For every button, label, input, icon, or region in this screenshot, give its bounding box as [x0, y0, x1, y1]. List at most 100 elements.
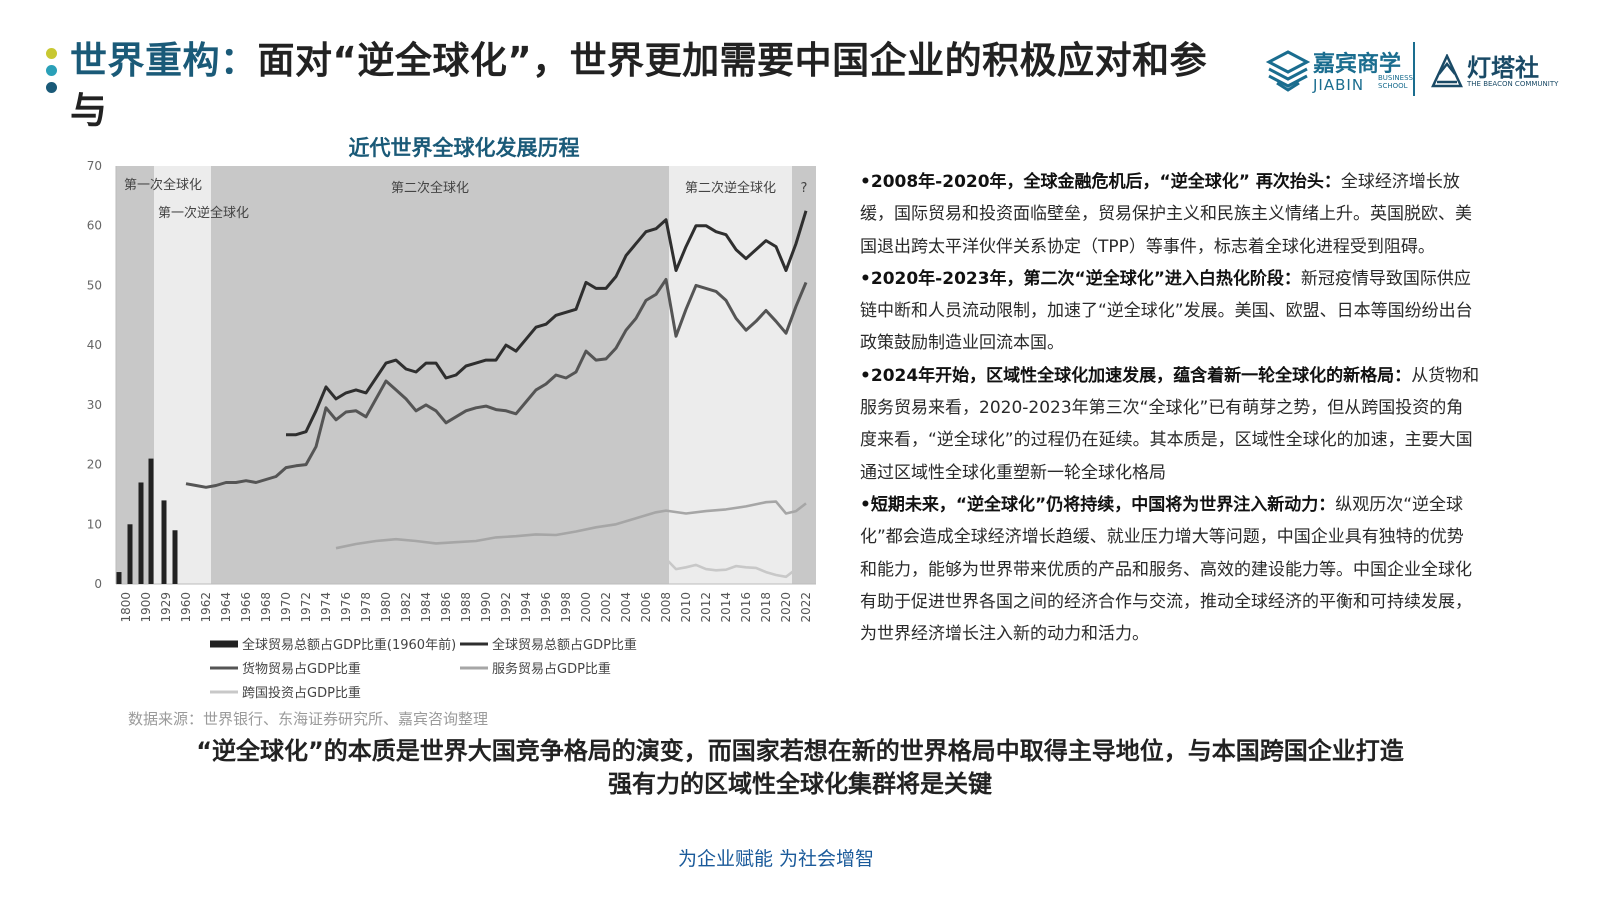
series-line: [286, 210, 808, 437]
conclusion-line-1: “逆全球化”的本质是世界大国竞争格局的演变，而国家若想在新的世界格局中取得主导地…: [196, 737, 1404, 765]
era-band: [116, 166, 154, 584]
x-tick-label: 1964: [219, 592, 233, 623]
bar-pre-1960: [116, 572, 122, 584]
data-source-note: 数据来源：世界银行、东海证券研究所、嘉宾咨询整理: [128, 710, 489, 728]
bar-pre-1960: [161, 500, 167, 584]
x-tick-label: 1972: [299, 592, 313, 623]
x-tick-label: 1980: [379, 592, 393, 623]
era-label: 第一次全球化: [124, 177, 202, 193]
conclusion-line-2: 强有力的区域性全球化集群将是关键: [608, 770, 992, 798]
x-tick-label: 1968: [259, 592, 273, 623]
x-tick-label: 1800: [119, 592, 133, 623]
page-title: 世界重构：面对“逆全球化”，世界更加需要中国企业的积极应对和参与: [70, 36, 1240, 136]
chart-title: 近代世界全球化发展历程: [348, 136, 580, 160]
x-tick-label: 2002: [599, 592, 613, 623]
x-tick-label: 1990: [479, 592, 493, 623]
series-line: [185, 278, 808, 489]
page-title-highlight: 世界重构：: [70, 39, 258, 82]
bullet-heading: •2024年开始，区域性全球化加速发展，蕴含着新一轮全球化的新格局：: [860, 365, 1412, 386]
jiabin-logo-sub2-a: BUSINESS: [1378, 74, 1413, 82]
x-tick-label: 2004: [619, 592, 633, 623]
bullet-item: •2008年-2020年，全球金融危机后，“逆全球化” 再次抬头：全球经济增长放…: [860, 166, 1480, 263]
y-tick-label: 40: [87, 338, 102, 352]
dot-navy: [46, 82, 57, 93]
bullet-item: •2020年-2023年，第二次“逆全球化”进入白热化阶段：新冠疫情导致国际供应…: [860, 263, 1480, 360]
bullet-heading: •短期未来，“逆全球化”仍将持续，中国将为世界注入新动力：: [860, 494, 1336, 515]
bullet-item: •2024年开始，区域性全球化加速发展，蕴含着新一轮全球化的新格局：从货物和服务…: [860, 360, 1480, 489]
x-tick-label: 1962: [199, 592, 213, 623]
footer-slogan: 为企业赋能 为社会增智: [677, 848, 875, 870]
x-tick-label: 2006: [639, 592, 653, 623]
jiabin-logo: 嘉宾商学 JIABIN BUSINESS SCHOOL: [1265, 44, 1415, 98]
x-tick-label: 2012: [699, 592, 713, 623]
lighthouse-logo-icon: [1431, 54, 1463, 88]
x-tick-label: 1970: [279, 592, 293, 623]
analysis-bullets: •2008年-2020年，全球金融危机后，“逆全球化” 再次抬头：全球经济增长放…: [860, 166, 1480, 650]
bullet-heading: •2020年-2023年，第二次“逆全球化”进入白热化阶段：: [860, 268, 1301, 289]
dot-yellow: [46, 48, 57, 59]
bullet-body: 全球经济增长放缓，国际贸易和投资面临壁垒，贸易保护主义和民族主义情绪上升。英国脱…: [860, 172, 1472, 257]
logo-area: 嘉宾商学 JIABIN BUSINESS SCHOOL 灯塔社 THE BEACO…: [1265, 40, 1565, 100]
x-tick-label: 1998: [559, 592, 573, 623]
beacon-logo: 灯塔社 THE BEACON COMMUNITY: [1431, 48, 1581, 98]
x-tick-label: 1976: [339, 592, 353, 623]
x-tick-label: 1974: [319, 592, 333, 623]
x-tick-label: 2020: [779, 592, 793, 623]
dot-cyan: [46, 65, 57, 76]
legend-label: 全球贸易总额占GDP比重: [492, 637, 637, 653]
beacon-logo-sub: THE BEACON COMMUNITY: [1467, 80, 1559, 88]
bar-pre-1960: [148, 458, 154, 584]
jiabin-logo-name: 嘉宾商学: [1313, 52, 1402, 77]
era-label: 第二次全球化: [391, 180, 469, 196]
x-tick-label: 2014: [719, 592, 733, 623]
x-tick-label: 2022: [799, 592, 813, 623]
chart-panel: 近代世界全球化发展历程 第一次全球化 第一次逆全球化 第二次全球化 第二次逆全球化? 0…: [84, 128, 844, 738]
x-tick-label: 2018: [759, 592, 773, 623]
era-band: [669, 166, 792, 584]
x-tick-label: 1960: [179, 592, 193, 623]
x-tick-label: 1929: [159, 592, 173, 623]
title-bullet-dots: [46, 48, 60, 99]
x-tick-label: 1994: [519, 592, 533, 623]
bullet-body: 新冠疫情导致国际供应链中断和人员流动限制，加速了“逆全球化”发展。美国、欧盟、日…: [860, 268, 1473, 354]
legend-label: 全球贸易总额占GDP比重(1960年前): [242, 637, 456, 653]
x-tick-label: 1996: [539, 592, 553, 623]
bar-pre-1960: [127, 524, 133, 584]
beacon-logo-name: 灯塔社: [1467, 53, 1539, 82]
era-band: [792, 166, 816, 584]
y-tick-label: 10: [87, 517, 102, 531]
x-tick-label: 2010: [679, 592, 693, 623]
era-label: 第一次逆全球化: [158, 205, 249, 221]
bar-pre-1960: [172, 530, 178, 584]
x-tick-label: 1986: [439, 592, 453, 623]
conclusion-statement: “逆全球化”的本质是世界大国竞争格局的演变，而国家若想在新的世界格局中取得主导地…: [80, 735, 1520, 801]
x-tick-label: 1900: [139, 592, 153, 623]
y-tick-label: 50: [87, 278, 102, 292]
bullet-body: 纵观历次“逆全球化”都会造成全球经济增长趋缓、就业压力增大等问题，中国企业具有独…: [860, 494, 1472, 645]
page-title-rest: 面对“逆全球化”，世界更加需要中国企业的积极应对和参与: [70, 39, 1208, 132]
x-tick-label: 2000: [579, 592, 593, 623]
x-tick-label: 1982: [399, 592, 413, 623]
series-line: [285, 549, 807, 583]
x-tick-label: 1992: [499, 592, 513, 623]
bullet-heading: •2008年-2020年，全球金融危机后，“逆全球化” 再次抬头：: [860, 172, 1341, 192]
x-tick-label: 1988: [459, 592, 473, 623]
logo-separator: [1413, 42, 1415, 96]
jiabin-logo-sub: JIABIN: [1313, 76, 1365, 94]
era-label: ?: [801, 181, 808, 196]
x-tick-label: 1978: [359, 592, 373, 623]
y-tick-label: 60: [87, 219, 102, 233]
x-tick-label: 1984: [419, 592, 433, 623]
bullet-item: •短期未来，“逆全球化”仍将持续，中国将为世界注入新动力：纵观历次“逆全球化”都…: [860, 489, 1480, 650]
legend-label: 服务贸易占GDP比重: [492, 661, 611, 677]
y-tick-label: 70: [87, 159, 102, 173]
x-tick-label: 1966: [239, 592, 253, 623]
era-label: 第二次逆全球化: [685, 180, 776, 196]
y-tick-label: 20: [87, 458, 102, 472]
legend-label: 货物贸易占GDP比重: [242, 661, 361, 677]
x-tick-label: 2016: [739, 592, 753, 623]
x-tick-label: 2008: [659, 592, 673, 623]
bar-pre-1960: [138, 482, 144, 584]
y-tick-label: 30: [87, 398, 102, 412]
